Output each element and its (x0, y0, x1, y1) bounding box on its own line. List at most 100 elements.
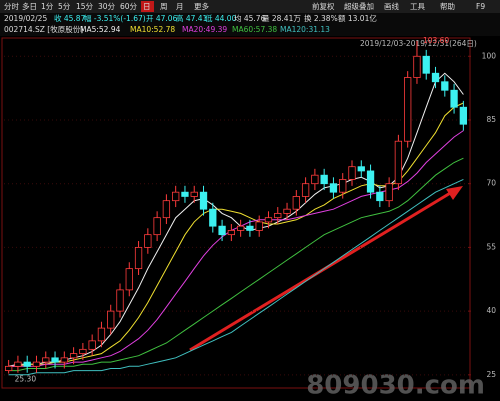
toolbar-button[interactable]: 工具 (410, 2, 425, 11)
candle-body (60, 357, 68, 363)
toolbar-button[interactable]: 多日 (22, 1, 37, 11)
legend-entry: MA10:52.78 (130, 25, 175, 34)
info-item: 低 44.00 (205, 13, 237, 23)
candle-body (236, 225, 245, 231)
candle-body (441, 81, 449, 91)
toolbar (0, 0, 500, 13)
date-range: 2019/12/03-2019/12/31(264日) (360, 39, 477, 48)
y-tick-label: 55 (486, 242, 496, 251)
candle-body (264, 217, 273, 223)
toolbar-button[interactable]: F9 (476, 2, 485, 11)
candle-body (329, 183, 338, 193)
toolbar-button[interactable]: 帮助 (440, 1, 455, 11)
candle-body (348, 166, 356, 180)
info-item: 开 47.06 (146, 14, 178, 23)
candle-body (376, 191, 384, 202)
candle-body (404, 77, 412, 142)
candle-body (394, 140, 403, 185)
candle-body (190, 191, 198, 197)
toolbar-button[interactable]: 超级叠加 (344, 1, 374, 11)
candle-body (413, 55, 421, 78)
candle-body (450, 89, 458, 108)
ma-line (8, 157, 464, 372)
legend-entry: MA120:31.13 (280, 25, 330, 34)
candle-body (357, 166, 365, 172)
legend-entry: MA5:52.94 (80, 25, 121, 34)
arrow-head (446, 186, 463, 200)
candle-body (459, 106, 468, 125)
toolbar-button[interactable]: 更多 (194, 1, 209, 11)
candle-body (32, 361, 41, 367)
candle-body (153, 217, 161, 236)
candle-body (320, 174, 328, 185)
candle-body (431, 72, 440, 83)
candle-body (14, 361, 22, 367)
candle-body (79, 348, 87, 354)
candle-body (4, 365, 13, 371)
candle-body (339, 179, 347, 193)
candle-body (227, 230, 236, 236)
candle-body (51, 357, 59, 363)
watermark: 809030.com (306, 371, 485, 401)
toolbar-button[interactable]: 60分 (120, 2, 138, 11)
ma-line (8, 178, 464, 376)
candle-body (42, 357, 50, 363)
price-annotation: 25.30 (15, 375, 37, 384)
candle-body (292, 196, 300, 210)
info-item: 量 28.41万 (262, 14, 301, 23)
legend-entry: MA60:57.38 (232, 25, 277, 34)
y-tick-label: 40 (486, 306, 496, 315)
candle-body (274, 213, 282, 219)
candle-body (255, 221, 263, 231)
candle-body (385, 183, 393, 202)
toolbar-button[interactable]: 15分 (76, 2, 94, 11)
info-item: 幅 -3.51%(-1.67) (84, 13, 146, 23)
y-tick-label: 70 (486, 179, 496, 188)
info-panel (0, 13, 500, 36)
candle-body (116, 289, 124, 312)
toolbar-button[interactable]: 1分 (41, 2, 54, 11)
candle-body (107, 310, 115, 329)
y-tick-label: 100 (482, 51, 497, 60)
toolbar-button[interactable]: 周 (160, 2, 168, 11)
active-tab (141, 1, 154, 12)
candle-body (181, 191, 189, 197)
info-item: 高 47.41 (176, 13, 208, 23)
price-annotation: 103.60 (423, 36, 449, 45)
toolbar-button[interactable]: 月 (176, 2, 184, 11)
candle-body (301, 183, 310, 197)
toolbar-button[interactable]: 画线 (384, 1, 399, 11)
candle-body (199, 191, 208, 210)
toolbar-button[interactable]: 日 (143, 2, 151, 11)
candle-body (162, 200, 171, 219)
toolbar-button[interactable]: 分时 (4, 1, 19, 11)
candle-body (366, 170, 375, 193)
candle-body (283, 208, 291, 214)
plot-frame (1, 37, 471, 389)
candle-body (209, 208, 217, 227)
candle-body (97, 327, 106, 342)
info-item: 额 13.01亿 (338, 13, 377, 23)
candle-body (172, 191, 180, 202)
candle-body (422, 55, 430, 74)
y-tick-label: 85 (486, 115, 496, 124)
candle-body (134, 247, 143, 270)
candle-body (246, 225, 254, 231)
info-item: 换 2.38% (304, 13, 338, 23)
info-item: 收 45.87 (54, 13, 86, 23)
candle-body (88, 340, 96, 350)
toolbar-button[interactable]: 5分 (58, 2, 71, 11)
candle-body (311, 174, 319, 185)
legend-entry: MA20:49.39 (182, 25, 227, 34)
candle-body (218, 225, 226, 236)
toolbar-button[interactable]: 前复权 (312, 1, 335, 11)
candle-body (69, 353, 78, 359)
stock-name: 002714.SZ [牧原股份] (4, 24, 83, 34)
toolbar-button[interactable]: 30分 (98, 2, 116, 11)
candle-body (23, 361, 31, 367)
candle-body (144, 234, 152, 248)
y-tick-label: 25 (486, 370, 496, 379)
candle-body (125, 268, 133, 291)
info-item: 2019/02/25 (4, 14, 47, 23)
